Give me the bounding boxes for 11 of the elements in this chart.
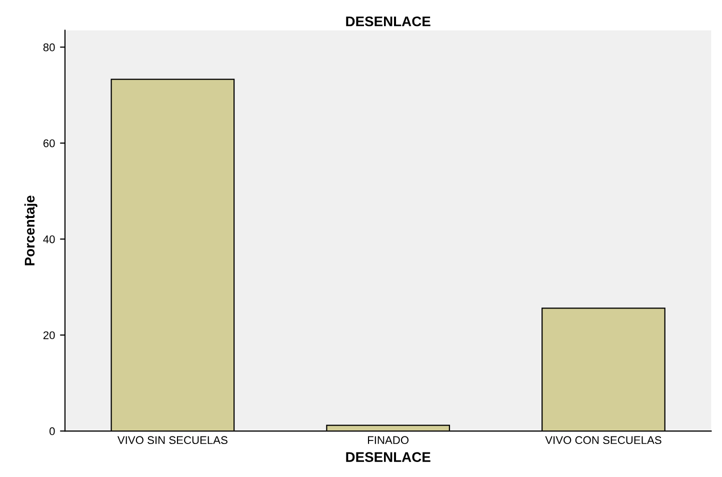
chart-title: DESENLACE [346, 16, 430, 26]
y-tick-label: 0 [50, 427, 55, 436]
y-tick-label: 60 [43, 139, 55, 148]
y-tick-label: 40 [43, 235, 55, 244]
x-tick-label: VIVO CON SECUELAS [545, 436, 662, 444]
x-tick-label: FINADO [368, 436, 409, 444]
x-tick-label: VIVO SIN SECUELAS [117, 436, 228, 444]
y-tick-label: 20 [43, 331, 55, 340]
x-axis-title: DESENLACE [346, 452, 430, 462]
y-tick-label: 80 [43, 43, 55, 52]
y-axis-title: Porcentaje [24, 196, 38, 266]
